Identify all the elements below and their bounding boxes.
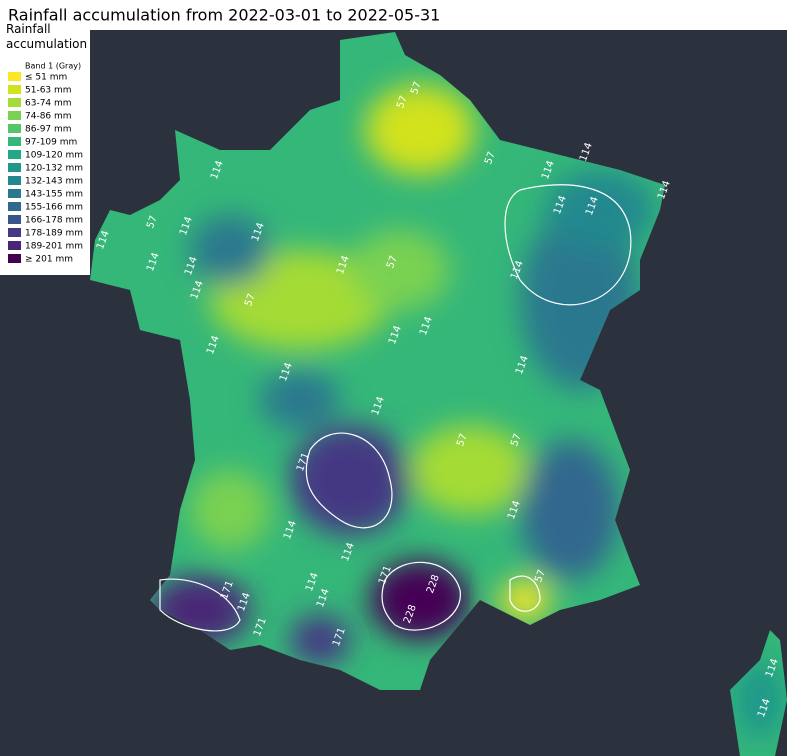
contour-label: 57: [243, 292, 258, 308]
legend-swatch: [8, 85, 21, 94]
legend-label: 132-143 mm: [25, 177, 83, 187]
contour-label: 57: [483, 150, 498, 166]
contour-label: 57: [533, 568, 548, 584]
legend-label: 86-97 mm: [25, 125, 72, 135]
legend-title-box: Rainfall accumulation: [6, 22, 88, 51]
legend-items: ≤ 51 mm 51-63 mm 63-74 mm 74-86 mm 86-97 mm 9…: [8, 72, 83, 265]
legend-label: 155-166 mm: [25, 203, 83, 213]
contour-label: 57: [455, 432, 470, 448]
legend-label: 189-201 mm: [25, 242, 83, 252]
legend-swatch: [8, 202, 21, 211]
contour-label: 57: [145, 214, 160, 230]
contour-label: 57: [509, 432, 524, 448]
legend-swatch: [8, 98, 21, 107]
legend-swatch: [8, 176, 21, 185]
legend-label: 63-74 mm: [25, 99, 72, 109]
legend-swatch: [8, 254, 21, 263]
legend-swatch: [8, 228, 21, 237]
legend-swatch: [8, 215, 21, 224]
legend-swatch: [8, 241, 21, 250]
legend-swatch: [8, 111, 21, 120]
legend-label: 109-120 mm: [25, 151, 83, 161]
legend-label: 97-109 mm: [25, 138, 77, 148]
legend-swatch: [8, 150, 21, 159]
legend-title: Rainfall accumulation: [6, 22, 88, 51]
legend-label: ≤ 51 mm: [25, 73, 67, 83]
legend-label: 178-189 mm: [25, 229, 83, 239]
legend-swatch: [8, 189, 21, 198]
contour-label: 57: [409, 80, 424, 96]
legend-label: 166-178 mm: [25, 216, 83, 226]
legend-label: 143-155 mm: [25, 190, 83, 200]
legend-label: 74-86 mm: [25, 112, 72, 122]
legend-band: Band 1 (Gray): [25, 62, 81, 71]
contour-label: 57: [395, 94, 410, 110]
legend-swatch: [8, 137, 21, 146]
legend-swatch: [8, 72, 21, 81]
contour-lines: [159, 184, 632, 632]
legend-swatch: [8, 124, 21, 133]
legend-swatch: [8, 163, 21, 172]
title-bar: [0, 0, 787, 30]
legend-label: 120-132 mm: [25, 164, 83, 174]
legend-label: 51-63 mm: [25, 86, 72, 96]
map-title: Rainfall accumulation from 2022-03-01 to…: [8, 6, 440, 25]
contour-label: 57: [385, 254, 400, 270]
legend-label: ≥ 201 mm: [25, 255, 73, 265]
